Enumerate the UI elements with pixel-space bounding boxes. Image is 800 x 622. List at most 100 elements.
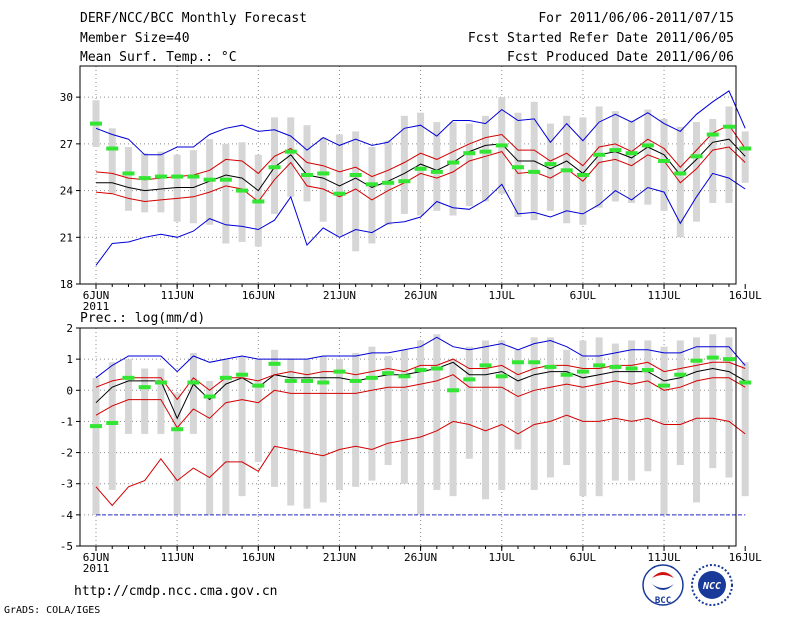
ncc-logo: NCC (691, 564, 733, 606)
ensemble-range-box (579, 340, 587, 497)
ensemble-range-box (709, 334, 717, 469)
green-marker (122, 375, 135, 380)
ensemble-range-box (449, 359, 457, 497)
green-marker (333, 369, 346, 374)
y-tick-label: -2 (60, 447, 73, 460)
ensemble-range-box (141, 153, 149, 213)
ensemble-range-box (433, 122, 441, 211)
header-produced-date: Fcst Produced Date 2011/06/06 (507, 50, 734, 65)
green-marker (317, 380, 330, 385)
x-tick-label: 1JUL (489, 551, 516, 564)
ensemble-range-box (611, 111, 619, 202)
y-tick-label: 0 (66, 384, 73, 397)
green-marker (138, 176, 151, 181)
ensemble-range-box (319, 356, 327, 503)
y-tick-label: 27 (60, 138, 73, 151)
ensemble-range-box (693, 337, 701, 503)
green-marker (479, 363, 492, 368)
green-marker (593, 363, 606, 368)
green-marker (187, 174, 200, 179)
green-marker (609, 364, 622, 369)
green-marker (706, 355, 719, 360)
ensemble-range-box (579, 117, 587, 225)
x-tick-label: 21JUN (323, 289, 356, 302)
bcc-logo: BCC (642, 564, 684, 606)
green-marker (625, 366, 638, 371)
green-marker (382, 180, 395, 185)
series-line-lower-blue (95, 172, 746, 266)
x-year-label: 2011 (83, 562, 110, 575)
green-marker (138, 385, 151, 390)
ensemble-range-box (335, 359, 343, 490)
series-line-lower-red-2 (95, 414, 746, 507)
ensemble-range-box (352, 352, 360, 487)
ensemble-range-box (206, 139, 214, 225)
ensemble-range-box (498, 340, 506, 490)
green-marker (382, 371, 395, 376)
ensemble-range-box (449, 122, 457, 216)
ensemble-range-box (644, 109, 652, 205)
bcc-logo-text: BCC (655, 596, 671, 606)
y-tick-label: -5 (60, 540, 73, 553)
green-marker (706, 132, 719, 137)
green-marker (690, 154, 703, 159)
green-marker (284, 149, 297, 154)
ensemble-range-box (287, 359, 295, 506)
footer-url[interactable]: http://cmdp.ncc.cma.gov.cn (74, 584, 278, 599)
y-tick-label: 2 (66, 322, 73, 335)
header-left: DERF/NCC/BCC Monthly Forecast Member Siz… (80, 11, 307, 65)
y-tick-label: 30 (60, 91, 73, 104)
x-tick-label: 16JUN (242, 551, 275, 564)
ensemble-range-box (400, 115, 408, 214)
green-marker (154, 174, 167, 179)
green-marker (658, 158, 671, 163)
green-marker (576, 369, 589, 374)
x-tick-label: 16JUL (729, 551, 762, 564)
green-marker (528, 169, 541, 174)
series-line-lower-red (95, 146, 746, 203)
ensemble-range-box (303, 125, 311, 202)
temperature-panel: 18 21 24 27 30 6JUN 11JUN 16JUN 21JUN 26JUN 1JUL 6J… (60, 65, 762, 313)
ensemble-range-box (238, 356, 246, 497)
ensemble-range-box (384, 356, 392, 466)
green-marker (641, 143, 654, 148)
y-tick-label: -1 (60, 415, 73, 428)
green-marker (690, 358, 703, 363)
green-marker (495, 374, 508, 379)
ensemble-range-box (628, 120, 636, 204)
x-tick-label: 26JUN (404, 289, 437, 302)
green-marker (203, 394, 216, 399)
green-marker (447, 160, 460, 165)
green-marker (219, 177, 232, 182)
ensemble-range-box (157, 151, 165, 213)
ensemble-range-box (189, 352, 197, 434)
plot-frame (79, 65, 737, 285)
green-marker (187, 380, 200, 385)
x-tick-label: 11JUL (647, 551, 680, 564)
green-marker (447, 388, 460, 393)
header-start-date: Fcst Started Refer Date 2011/06/05 (468, 31, 734, 46)
ensemble-range-box (433, 334, 441, 490)
x-tick-label: 6JUL (570, 551, 597, 564)
y-tick-label: 1 (66, 353, 73, 366)
green-marker (365, 375, 378, 380)
ensemble-range-box (709, 118, 717, 204)
green-marker (300, 378, 313, 383)
green-marker (739, 146, 752, 151)
ensemble-range-box (465, 346, 473, 459)
ensemble-range-box (222, 359, 230, 515)
green-marker (430, 366, 443, 371)
green-marker (268, 165, 281, 170)
series-line-upper-blue (95, 90, 746, 156)
ensemble-range-box (546, 337, 554, 478)
x-year-label: 2011 (83, 300, 110, 313)
green-marker (203, 177, 216, 182)
x-tick-label: 11JUN (161, 289, 194, 302)
ensemble-range-box (206, 380, 214, 515)
green-marker (317, 171, 330, 176)
green-marker (641, 368, 654, 373)
series-line-upper-red (95, 358, 746, 401)
green-marker (528, 360, 541, 365)
green-marker (268, 361, 281, 366)
